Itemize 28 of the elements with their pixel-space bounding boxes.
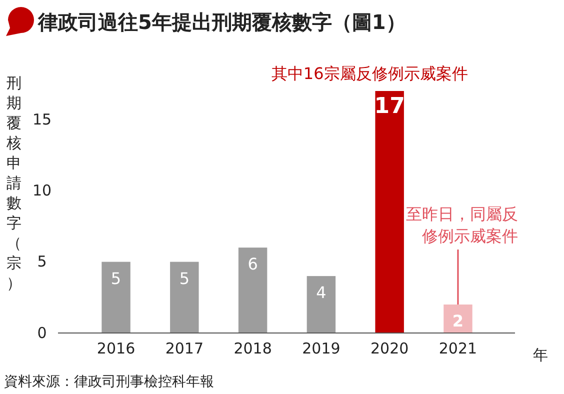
x-tick-label: 2017 — [165, 340, 204, 358]
bar — [375, 91, 404, 333]
data-label: 17 — [374, 94, 405, 119]
data-label: 5 — [179, 268, 190, 288]
annotation: 至昨日，同屬反修例示威案件 — [406, 204, 518, 246]
bar — [238, 248, 268, 333]
x-tick-label: 2019 — [302, 340, 340, 358]
y-tick-label: 15 — [32, 110, 52, 128]
y-tick-label: 10 — [32, 181, 52, 200]
source-note: 資料來源：律政司刑事檢控科年報 — [4, 374, 214, 390]
data-label: 6 — [248, 254, 258, 274]
y-tick-label: 0 — [37, 324, 47, 342]
text: 刑期覆核申請數字（宗） — [6, 74, 22, 292]
x-tick-label: 2020 — [370, 340, 409, 358]
x-tick-label: 2021 — [438, 340, 478, 358]
chart-title: 律政司過往5年提出刑期覆核數字（圖1） — [37, 10, 406, 34]
bar — [444, 304, 472, 333]
x-tick-label: 2016 — [96, 340, 136, 358]
x-axis-title: 年 — [533, 346, 548, 364]
data-label: 5 — [110, 268, 122, 288]
bar — [102, 262, 130, 333]
data-label: 4 — [316, 283, 326, 302]
x-tick-label: 2018 — [234, 340, 272, 358]
bar — [170, 262, 199, 333]
data-label: 2 — [452, 312, 464, 331]
bar — [306, 276, 336, 333]
annotation: 其中16宗屬反修例示威案件 — [271, 64, 468, 83]
y-tick-label: 5 — [37, 252, 47, 271]
